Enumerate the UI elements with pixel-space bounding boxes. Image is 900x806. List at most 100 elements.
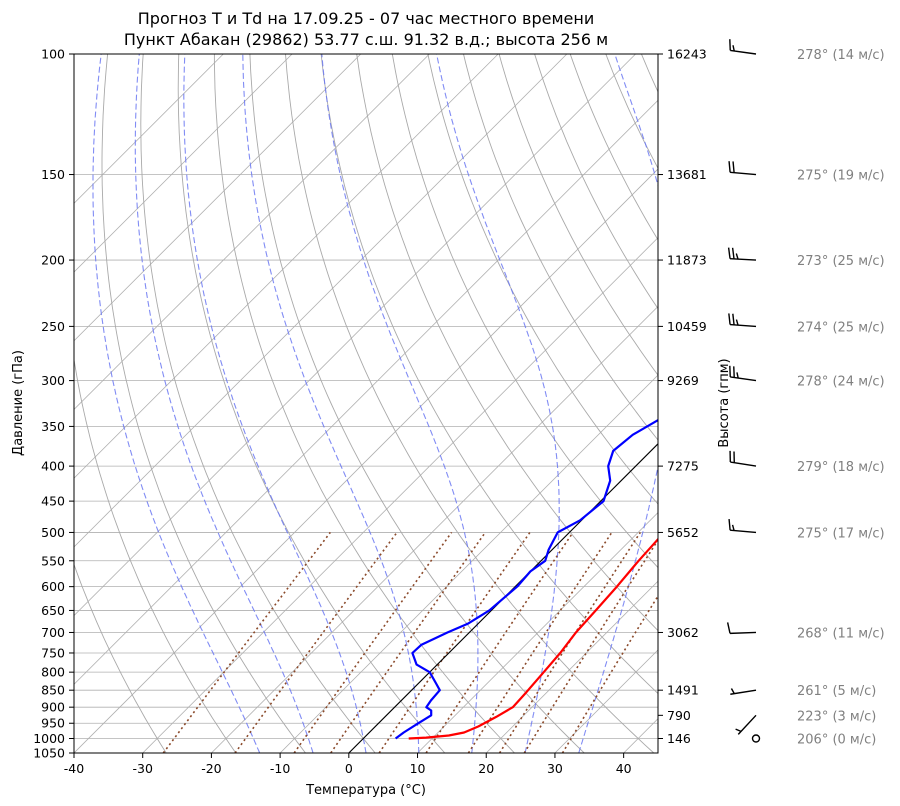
wind-label: 278° (24 м/с) [797, 375, 885, 390]
mixing-ratio-line [293, 531, 453, 753]
dry-adiabat [74, 356, 237, 753]
mixing-ratio-line [234, 531, 398, 753]
pressure-tick-label: 500 [41, 525, 65, 540]
wind-label: 273° (25 м/с) [797, 254, 885, 269]
wind-barb [727, 247, 757, 261]
moist-adiabat [321, 54, 479, 753]
isotherm-gridline [74, 54, 499, 479]
wind-label: 275° (19 м/с) [797, 169, 885, 184]
height-tick-label: 10459 [667, 319, 707, 334]
isotherm-gridline [211, 305, 658, 753]
dry-adiabat [713, 54, 900, 753]
dry-adiabat [605, 54, 658, 170]
pressure-tick-label: 300 [41, 373, 65, 388]
dry-adiabat [320, 54, 658, 695]
dry-adiabat [498, 54, 658, 376]
pressure-tick-label: 250 [41, 319, 65, 334]
dry-adiabat [891, 54, 900, 753]
dry-adiabat [855, 54, 900, 753]
wind-barb [726, 622, 757, 635]
wind-barb [729, 450, 757, 467]
wind-barb [728, 518, 757, 534]
wind-label: 274° (25 м/с) [797, 320, 885, 335]
dry-adiabat [177, 54, 446, 753]
dry-adiabat [140, 54, 376, 753]
isotherm-gridline [74, 168, 658, 753]
dry-adiabat [677, 54, 900, 753]
isotherm-gridline [74, 54, 293, 273]
x-tick-label: -20 [201, 761, 221, 776]
height-tick-label: 5652 [667, 525, 699, 540]
moist-adiabat [436, 54, 560, 753]
height-tick-label: 7275 [667, 459, 699, 474]
pressure-tick-label: 800 [41, 665, 65, 680]
moist-adiabat [578, 54, 658, 753]
x-tick-label: 0 [345, 761, 353, 776]
wind-barb [728, 313, 757, 328]
isotherm-gridline [348, 443, 658, 753]
height-tick-label: 11873 [667, 253, 707, 268]
dry-adiabat [640, 54, 658, 93]
pressure-tick-label: 400 [41, 459, 65, 474]
wind-barb [728, 161, 757, 176]
wind-label: 268° (11 м/с) [797, 626, 885, 641]
pressure-tick-label: 750 [41, 645, 65, 660]
dry-adiabat [356, 54, 658, 632]
pressure-tick-label: 200 [41, 253, 65, 268]
height-tick-label: 9269 [667, 373, 699, 388]
chart-title-line1: Прогноз T и Td на 17.09.25 - 07 час мест… [138, 9, 594, 28]
height-tick-label: 146 [667, 731, 691, 746]
pressure-tick-label: 600 [41, 579, 65, 594]
dry-adiabat [463, 54, 658, 441]
pressure-tick-label: 950 [41, 716, 65, 731]
isotherm-gridline [142, 237, 658, 753]
dry-adiabat [427, 54, 658, 505]
mixing-ratio-line [378, 531, 531, 753]
temperature-profile [408, 537, 658, 740]
isotherm-gridline [417, 511, 658, 753]
pressure-tick-label: 150 [41, 167, 65, 182]
isotherm-gridline [623, 718, 658, 753]
isotherm-gridline [74, 54, 362, 342]
plot-frame [73, 53, 659, 754]
height-tick-label: 16243 [667, 47, 707, 62]
dry-adiabat [213, 54, 515, 753]
mixing-ratio-line [523, 538, 658, 753]
dry-adiabat [748, 54, 900, 753]
x-tick-label: -10 [270, 761, 290, 776]
wind-label: 278° (14 м/с) [797, 48, 885, 63]
dry-adiabat [74, 563, 167, 753]
pressure-tick-label: 900 [41, 700, 65, 715]
pressure-tick-label: 1000 [33, 731, 65, 746]
pressure-tick-label: 650 [41, 603, 65, 618]
wind-barb [735, 714, 757, 735]
wind-barb [729, 39, 757, 55]
wind-label: 275° (17 м/с) [797, 526, 885, 541]
height-tick-label: 1491 [667, 683, 699, 698]
x-axis-label: Температура (°C) [305, 783, 426, 798]
dry-adiabat [569, 54, 658, 241]
isotherm-gridline [74, 99, 658, 685]
x-tick-label: -30 [132, 761, 152, 776]
moist-adiabat [134, 54, 314, 753]
height-tick-label: 13681 [667, 167, 707, 182]
dry-adiabat [391, 54, 658, 569]
mixing-ratio-line [330, 531, 486, 753]
isotherm-gridline [74, 54, 430, 411]
x-tick-label: 20 [478, 761, 494, 776]
wind-label: 261° (5 м/с) [797, 684, 876, 699]
dry-adiabat [285, 54, 655, 753]
plot-area [74, 54, 900, 753]
dry-adiabat [784, 54, 900, 753]
chart-title-line2: Пункт Абакан (29862) 53.77 с.ш. 91.32 в.… [124, 30, 608, 49]
x-tick-label: 40 [616, 761, 632, 776]
pressure-tick-label: 700 [41, 625, 65, 640]
dry-adiabat [534, 54, 658, 310]
dry-adiabat [249, 54, 585, 753]
wind-barb [751, 734, 761, 743]
mixing-ratio-line [561, 594, 658, 753]
dry-adiabat [101, 54, 306, 753]
pressure-tick-label: 550 [41, 553, 65, 568]
isotherm-gridline [74, 54, 224, 204]
